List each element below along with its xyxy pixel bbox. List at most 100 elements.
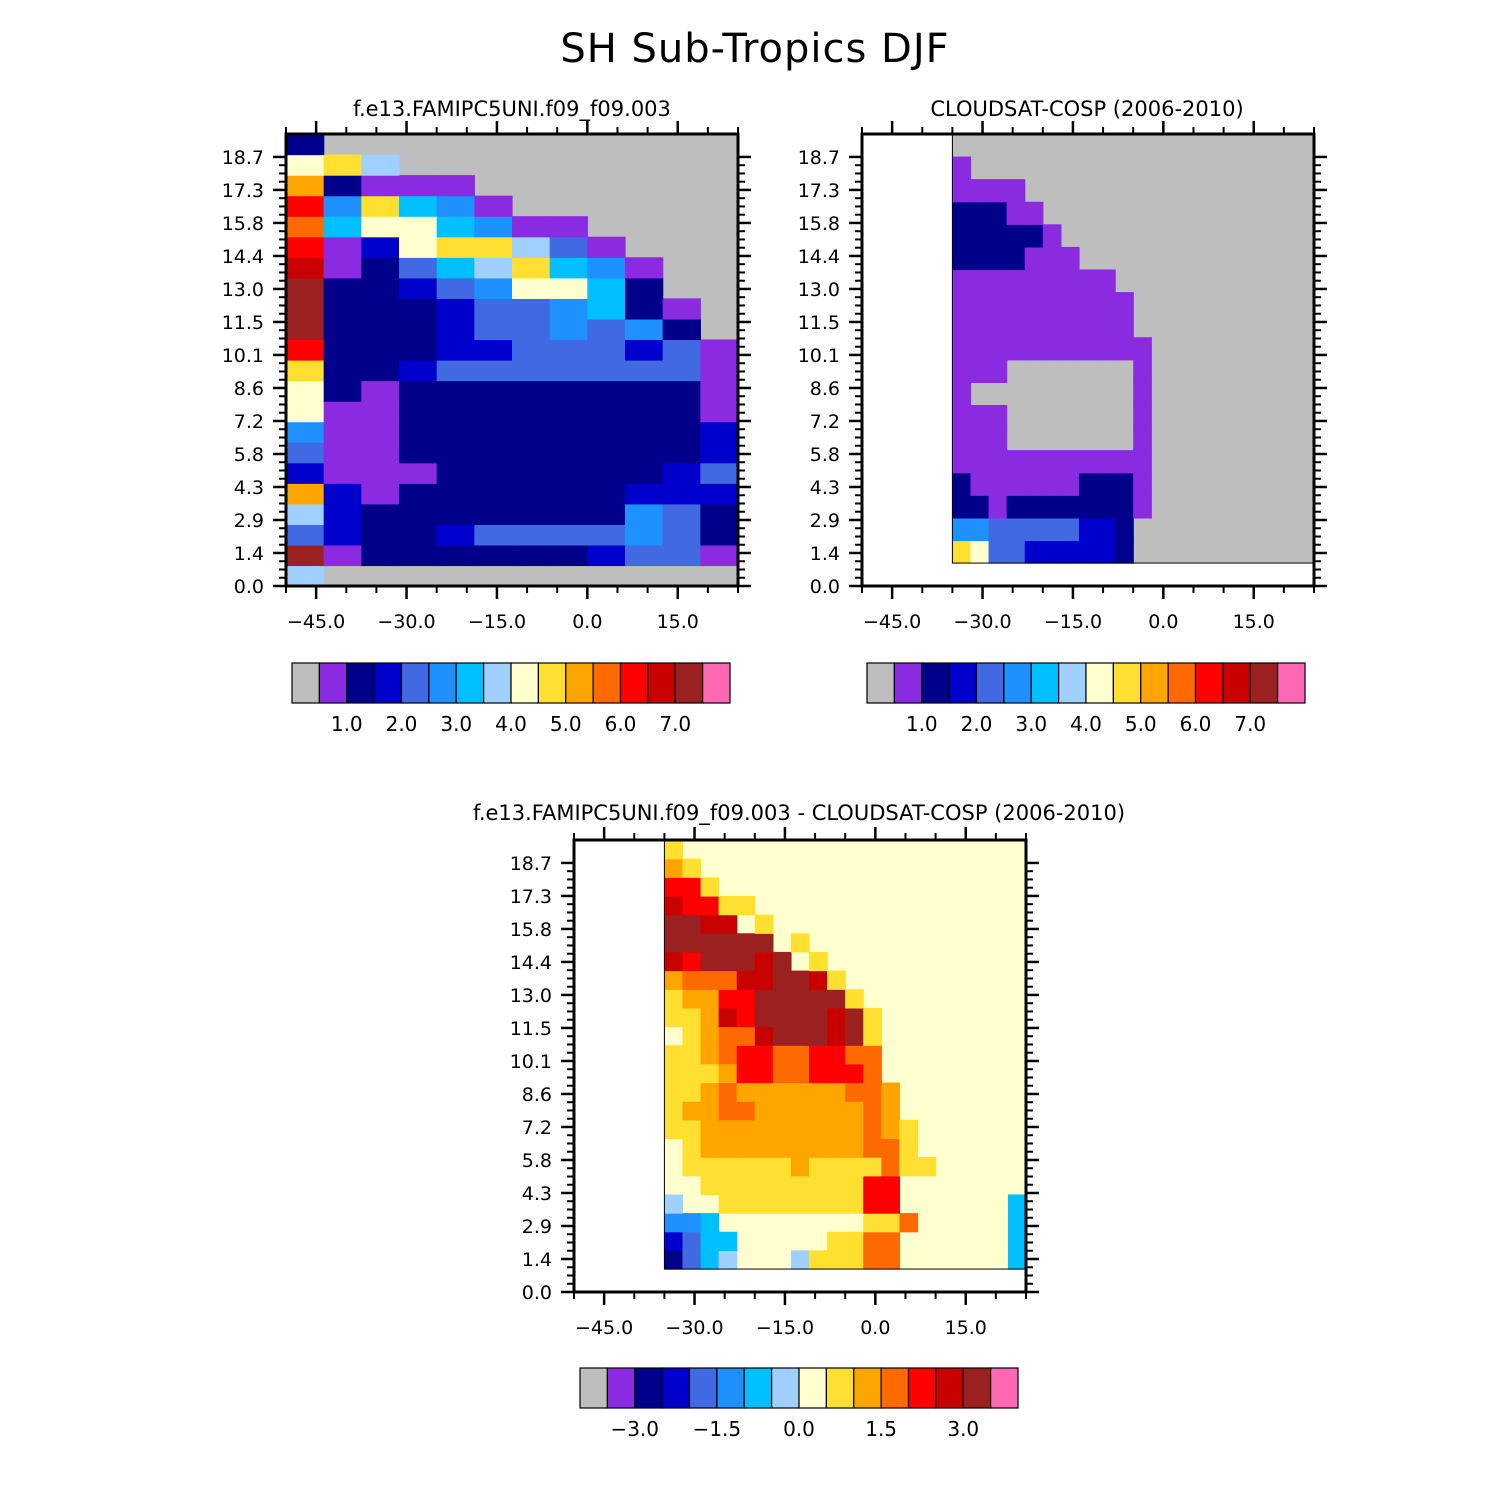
heatmap-cell <box>988 179 1008 203</box>
heatmap-cell <box>399 380 438 402</box>
heatmap-cell <box>662 421 701 443</box>
heatmap-cell <box>917 1157 937 1177</box>
heatmap-cell <box>664 1063 684 1084</box>
heatmap-cell <box>1042 540 1062 564</box>
heatmap-cell <box>1006 269 1026 293</box>
heatmap-cell <box>790 1082 810 1102</box>
heatmap-cell <box>1024 224 1044 248</box>
heatmap-cell <box>664 1082 684 1102</box>
heatmap-cell <box>809 1026 828 1046</box>
heatmap-cell <box>772 989 792 1009</box>
heatmap-cell <box>790 1194 810 1214</box>
colorbar-box <box>990 1367 1019 1409</box>
heatmap-cell <box>952 382 972 406</box>
heatmap-cell <box>1006 314 1026 338</box>
colorbar-obs: 1.0 2.0 3.0 4.0 5.0 6.0 7.0 <box>866 662 1306 736</box>
heatmap-cell <box>361 318 400 341</box>
heatmap-cell <box>549 318 588 341</box>
colorbar-label: 3.0 <box>947 1417 979 1441</box>
heatmap-cell <box>700 524 739 546</box>
heatmap-cell <box>474 236 513 258</box>
colorbar-box <box>962 1367 992 1409</box>
heatmap-cell <box>790 1157 810 1177</box>
heatmap-cell <box>664 989 684 1009</box>
heatmap-cell <box>952 517 972 542</box>
heatmap-cell <box>827 1063 846 1084</box>
colorbar-box <box>634 1367 663 1409</box>
heatmap-cell <box>718 1026 738 1046</box>
heatmap-cell <box>625 401 664 423</box>
colorbar-label: 4.0 <box>495 712 527 736</box>
heatmap-cell <box>399 360 438 382</box>
heatmap-cell <box>790 1007 810 1028</box>
colorbar-box <box>537 662 567 704</box>
heatmap-cell <box>718 1045 738 1065</box>
colorbar-label: 1.5 <box>865 1417 897 1441</box>
heatmap-cell <box>863 1194 882 1214</box>
colorbar-label: 7.0 <box>659 712 691 736</box>
heatmap-cell <box>662 339 701 361</box>
x-tick-label: −30.0 <box>377 611 435 633</box>
heatmap-cell <box>970 450 990 474</box>
heatmap-cell <box>863 1175 882 1196</box>
heatmap-cell <box>361 483 400 505</box>
y-tick-label: 13.0 <box>222 279 264 301</box>
heatmap-cell <box>809 1157 828 1177</box>
heatmap-cell <box>399 318 438 341</box>
heatmap-cell <box>587 236 626 258</box>
y-tick-label: 8.6 <box>234 378 264 400</box>
heatmap-cell <box>664 1101 684 1121</box>
heatmap-cell <box>952 179 972 203</box>
heatmap-cell <box>399 483 438 505</box>
heatmap-cell <box>587 277 626 299</box>
heatmap-cell <box>1042 337 1062 361</box>
heatmap-cell <box>988 472 1008 496</box>
heatmap-cell <box>682 895 702 916</box>
heatmap-cell <box>772 1007 792 1028</box>
heatmap-cell <box>474 380 513 402</box>
heatmap-cell <box>474 360 513 382</box>
heatmap-cell <box>1060 246 1080 271</box>
colorbar-box <box>318 662 348 704</box>
heatmap-cell <box>1042 495 1062 519</box>
heatmap-cell <box>1042 224 1062 248</box>
heatmap-cell <box>736 1101 756 1121</box>
heatmap-cell <box>881 1119 901 1140</box>
heatmap-cell <box>549 483 588 505</box>
y-tick-label: 14.4 <box>798 246 840 268</box>
heatmap-cell <box>1060 337 1080 361</box>
heatmap-cell <box>474 339 513 361</box>
heatmap-cell <box>790 1250 810 1270</box>
heatmap-cell <box>436 195 475 217</box>
heatmap-cell <box>436 236 475 258</box>
heatmap-cell <box>700 421 739 443</box>
heatmap-cell <box>1115 314 1134 338</box>
heatmap-cell <box>827 1231 846 1251</box>
heatmap-cell <box>399 277 438 299</box>
y-tick-label: 10.1 <box>222 345 264 367</box>
heatmap-cell <box>399 298 438 320</box>
heatmap-cell <box>512 524 551 546</box>
heatmap-cell <box>664 1231 684 1251</box>
heatmap-cell <box>845 1007 864 1028</box>
heatmap-cell <box>625 257 664 279</box>
heatmap-cell <box>736 1138 756 1158</box>
heatmap-cell <box>436 277 475 299</box>
heatmap-cell <box>682 1082 702 1102</box>
heatmap-cell <box>662 462 701 484</box>
heatmap-cell <box>587 483 626 505</box>
colorbar-box <box>1249 662 1279 704</box>
heatmap-cell <box>512 544 551 567</box>
y-tick-label: 8.6 <box>810 378 840 400</box>
colorbar-box <box>702 662 731 704</box>
heatmap-cell <box>512 442 551 464</box>
heatmap-cell <box>286 544 325 567</box>
y-tick-label: 4.3 <box>810 477 840 499</box>
colorbar-box <box>373 662 403 704</box>
heatmap-cell <box>718 1063 738 1084</box>
heatmap-cell <box>1024 269 1044 293</box>
heatmap-cell <box>970 246 990 271</box>
heatmap-cell <box>286 442 325 464</box>
heatmap-cell <box>512 421 551 443</box>
figure-title: SH Sub-Tropics DJF <box>560 26 949 72</box>
